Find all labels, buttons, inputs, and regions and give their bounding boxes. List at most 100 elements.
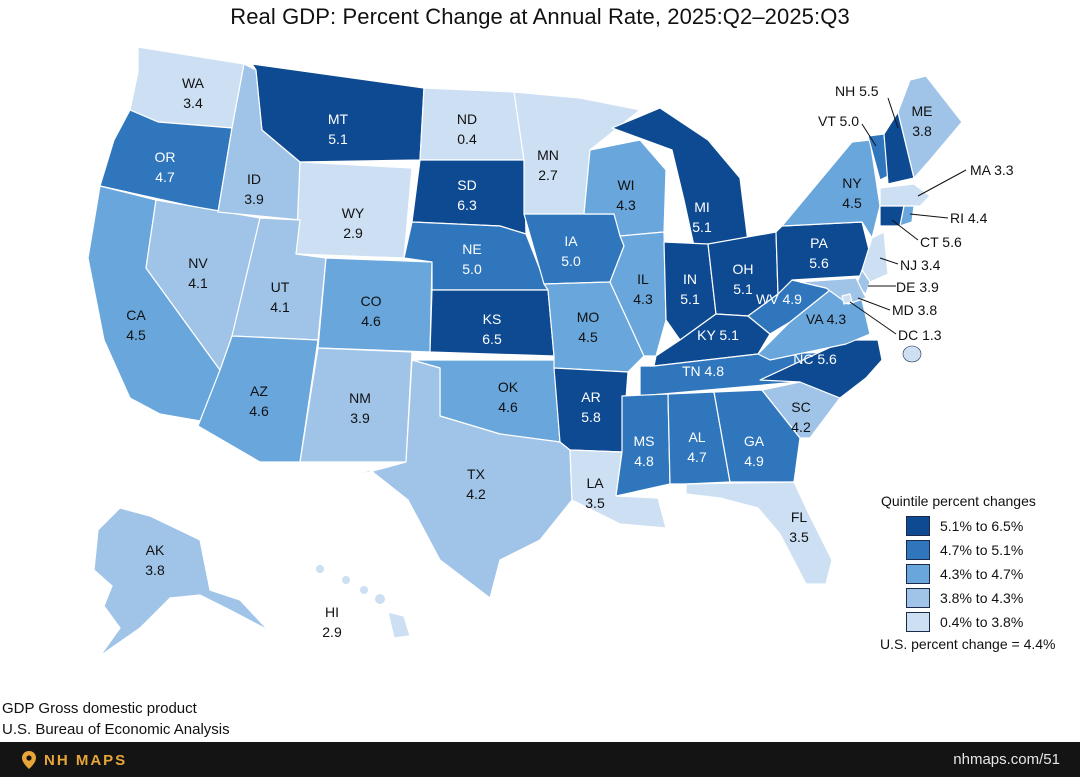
state-value-id: 3.9 xyxy=(244,191,264,207)
state-value-mt: 5.1 xyxy=(328,131,348,147)
state-abbr-ks: KS xyxy=(483,311,502,327)
state-tx[interactable] xyxy=(339,359,573,599)
legend-label-1: 5.1% to 6.5% xyxy=(940,518,1024,534)
state-abbr-ny: NY xyxy=(842,175,862,191)
state-abbr-id: ID xyxy=(247,171,261,187)
state-sc[interactable] xyxy=(761,381,841,439)
state-ms[interactable] xyxy=(615,393,671,497)
state-abbr-fl: FL xyxy=(791,509,808,525)
brand[interactable]: NH MAPS xyxy=(22,751,127,769)
state-abbr-nd: ND xyxy=(457,111,477,127)
state-value-ia: 5.0 xyxy=(561,253,581,269)
state-value-wi: 4.3 xyxy=(616,197,636,213)
legend-swatch-2 xyxy=(906,540,930,560)
state-labels: WA 3.4 OR 4.7 CA 4.5 NV 4.1 ID 3.9 MT 5.1 WY 2.9 UT 4.1… xyxy=(126,75,1014,640)
state-abbr-ca: CA xyxy=(126,307,146,323)
state-label-ma: MA 3.3 xyxy=(970,162,1014,178)
state-ri[interactable] xyxy=(899,205,915,227)
state-dc[interactable] xyxy=(841,293,853,305)
legend-swatch-3 xyxy=(906,564,930,584)
footer-url[interactable]: nhmaps.com/51 xyxy=(953,751,1060,768)
state-value-mo: 4.5 xyxy=(578,329,598,345)
state-abbr-wi: WI xyxy=(617,177,634,193)
state-value-me: 3.8 xyxy=(912,123,932,139)
state-me[interactable] xyxy=(897,75,963,179)
state-value-nm: 3.9 xyxy=(350,410,370,426)
state-label-va: VA 4.3 xyxy=(806,311,846,327)
state-label-tn: TN 4.8 xyxy=(682,363,724,379)
state-abbr-mo: MO xyxy=(577,309,600,325)
state-abbr-il: IL xyxy=(637,271,649,287)
state-abbr-az: AZ xyxy=(250,383,268,399)
state-label-nh: NH 5.5 xyxy=(835,83,879,99)
map-pin-icon xyxy=(22,751,36,769)
state-abbr-ar: AR xyxy=(581,389,600,405)
state-value-il: 4.3 xyxy=(633,291,653,307)
state-abbr-al: AL xyxy=(688,429,705,445)
state-value-tx: 4.2 xyxy=(466,486,486,502)
hi-island-maui xyxy=(375,594,385,604)
state-abbr-ga: GA xyxy=(744,433,765,449)
legend-item-2: 4.7% to 5.1% xyxy=(906,538,1080,562)
state-abbr-ok: OK xyxy=(498,379,519,395)
state-value-nd: 0.4 xyxy=(457,131,477,147)
state-nm[interactable] xyxy=(299,347,413,463)
footnote-gdp-definition: GDP Gross domestic product xyxy=(2,700,197,717)
state-hi[interactable] xyxy=(387,611,411,639)
state-value-ks: 6.5 xyxy=(482,331,502,347)
legend-item-4: 3.8% to 4.3% xyxy=(906,586,1080,610)
state-abbr-sc: SC xyxy=(791,399,810,415)
legend-label-2: 4.7% to 5.1% xyxy=(940,542,1024,558)
state-value-wa: 3.4 xyxy=(183,95,203,111)
state-abbr-wy: WY xyxy=(342,205,365,221)
state-label-ct: CT 5.6 xyxy=(920,234,962,250)
state-nj[interactable] xyxy=(861,231,889,283)
state-label-nj: NJ 3.4 xyxy=(900,257,941,273)
state-value-sd: 6.3 xyxy=(457,197,477,213)
state-az[interactable] xyxy=(197,335,319,463)
state-value-ms: 4.8 xyxy=(634,453,654,469)
state-abbr-nv: NV xyxy=(188,255,208,271)
legend-item-3: 4.3% to 4.7% xyxy=(906,562,1080,586)
state-value-ca: 4.5 xyxy=(126,327,146,343)
state-abbr-me: ME xyxy=(912,103,933,119)
state-ga[interactable] xyxy=(713,389,801,483)
state-value-ar: 5.8 xyxy=(581,409,601,425)
legend-swatch-4 xyxy=(906,588,930,608)
map-title: Real GDP: Percent Change at Annual Rate,… xyxy=(230,4,850,29)
state-abbr-ut: UT xyxy=(271,279,290,295)
state-ny[interactable] xyxy=(781,139,881,239)
legend-item-5: 0.4% to 3.8% xyxy=(906,610,1080,634)
brand-name: NH MAPS xyxy=(44,751,128,769)
legend-swatch-5 xyxy=(906,612,930,632)
state-label-nc: NC 5.6 xyxy=(793,351,837,367)
state-abbr-nm: NM xyxy=(349,390,371,406)
footnote-source: U.S. Bureau of Economic Analysis xyxy=(2,721,230,738)
state-abbr-or: OR xyxy=(155,149,176,165)
state-value-wy: 2.9 xyxy=(343,225,363,241)
state-value-pa: 5.6 xyxy=(809,255,829,271)
state-abbr-wa: WA xyxy=(182,75,205,91)
state-label-md: MD 3.8 xyxy=(892,302,937,318)
state-ma[interactable] xyxy=(879,183,931,207)
state-value-nv: 4.1 xyxy=(188,275,208,291)
legend-label-5: 0.4% to 3.8% xyxy=(940,614,1024,630)
state-value-la: 3.5 xyxy=(585,495,605,511)
state-ak[interactable] xyxy=(93,507,269,657)
state-label-de: DE 3.9 xyxy=(896,279,939,295)
hawaii-small-islands xyxy=(316,565,385,604)
legend-item-1: 5.1% to 6.5% xyxy=(906,514,1080,538)
state-abbr-hi: HI xyxy=(325,604,339,620)
state-label-dc: DC 1.3 xyxy=(898,327,942,343)
legend-title: Quintile percent changes xyxy=(881,493,1036,509)
legend-label-4: 3.8% to 4.3% xyxy=(940,590,1024,606)
hi-island-kauai xyxy=(316,565,324,573)
state-abbr-mt: MT xyxy=(328,111,349,127)
state-value-ut: 4.1 xyxy=(270,299,290,315)
hi-island-molokai xyxy=(360,586,368,594)
state-fl[interactable] xyxy=(685,481,833,585)
state-value-oh: 5.1 xyxy=(733,281,753,297)
state-abbr-la: LA xyxy=(586,475,604,491)
legend-label-3: 4.3% to 4.7% xyxy=(940,566,1024,582)
callout-leader-lines xyxy=(849,97,967,335)
